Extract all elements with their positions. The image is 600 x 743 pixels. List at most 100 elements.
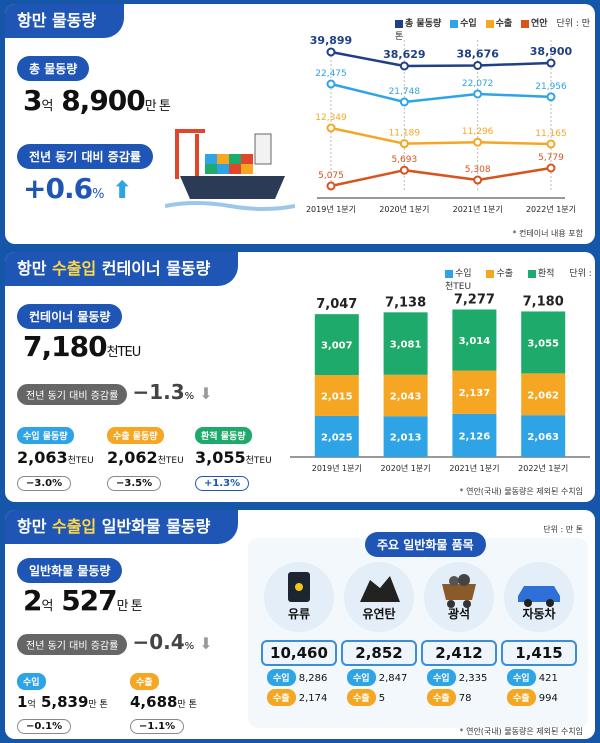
bar-value-label: 2,025: [321, 432, 353, 443]
up-arrow-icon: ⬆: [112, 176, 132, 204]
data-point: [473, 175, 483, 185]
container-panel: 항만 수출입 컨테이너 물동량 컨테이너 물동량 7,180천TEU 전년 동기…: [5, 252, 595, 502]
bar-segment: [521, 311, 566, 374]
data-point: [326, 47, 336, 57]
yoy-label: 전년 동기 대비 증감률: [17, 144, 153, 169]
data-label: 11,165: [535, 129, 567, 139]
total-volume-label: 총 물동량: [17, 56, 90, 81]
data-label: 5,693: [391, 155, 417, 165]
data-point: [399, 165, 409, 175]
data-point: [546, 92, 556, 102]
footnote: * 연안(국내) 물동량은 제외된 수치임: [459, 727, 583, 736]
data-label: 11,296: [462, 127, 494, 137]
series-line: [330, 50, 552, 68]
total-volume-value: 3억 8,900만 톤: [23, 84, 171, 117]
data-label: 11,189: [389, 129, 421, 139]
general-total-value: 2억 527만 톤: [23, 584, 143, 617]
container-total-label: 컨테이너 물동량: [17, 304, 123, 329]
general-import: 수입 1억 5,839만 톤 −0.1%: [17, 670, 127, 734]
bar-total-label: 7,180: [523, 294, 564, 309]
general-export: 수출 4,688만 톤 −1.1%: [130, 670, 240, 734]
x-tick-label: 2021년 1분기: [453, 204, 503, 214]
container-bar-chart: 2,025 2,015 3,007 7,047 2019년 1분기 2,013 2,043 3…: [290, 292, 590, 473]
data-point: [473, 60, 483, 70]
yoy-value: +0.6% ⬆: [23, 172, 132, 205]
down-arrow-icon: ⬇: [199, 634, 213, 653]
section-title: 항만 물동량: [5, 4, 125, 38]
bar-value-label: 2,013: [390, 433, 422, 444]
data-label: 5,075: [318, 171, 344, 181]
bar-total-label: 7,277: [454, 292, 495, 307]
section-title: 항만 수출입 일반화물 물동량: [5, 510, 239, 544]
ore-cart-icon: [442, 574, 476, 608]
data-point: [473, 89, 483, 99]
bar-segment: [452, 309, 497, 371]
data-label: 21,748: [389, 87, 421, 97]
data-label: 38,629: [383, 48, 425, 61]
section-title: 항만 수출입 컨테이너 물동량: [5, 252, 239, 286]
data-point: [546, 139, 556, 149]
data-label: 12,349: [315, 113, 347, 123]
data-label: 21,956: [535, 82, 567, 92]
data-point: [326, 79, 336, 89]
bar-total-label: 7,138: [385, 295, 426, 310]
data-label: 39,899: [310, 34, 352, 47]
container-ship-icon: [165, 129, 295, 211]
bar-value-label: 3,014: [459, 336, 491, 347]
bar-value-label: 2,043: [390, 391, 422, 402]
line-legend: 총 물동량 수입 수출 연안 단위 : 만 톤: [395, 19, 591, 42]
data-point: [399, 97, 409, 107]
bar-segment: [314, 415, 359, 457]
bar-segment: [314, 375, 359, 416]
bar-segment: [452, 413, 497, 457]
coal-icon: [360, 576, 400, 602]
bar-segment: [452, 370, 497, 414]
items-header: 주요 일반화물 품목: [365, 532, 486, 557]
bar-value-label: 2,062: [527, 390, 559, 401]
data-label: 5,308: [465, 165, 491, 175]
cargo-item: 유류 10,460 수입 8,286 수출 2,174: [261, 562, 337, 706]
data-label: 22,072: [462, 79, 494, 89]
footnote: * 컨테이너 내용 포함: [512, 229, 583, 238]
data-point: [326, 181, 336, 191]
bar-segment: [383, 374, 428, 417]
car-icon: [518, 586, 560, 607]
bar-segment: [383, 416, 428, 457]
bar-value-label: 3,081: [390, 340, 422, 351]
bar-legend: 수입 수출 환적 단위 : 천TEU: [445, 269, 592, 292]
data-label: 38,676: [456, 47, 499, 60]
series-line: [330, 166, 552, 188]
data-label: 22,475: [315, 69, 347, 79]
general-total-label: 일반화물 물동량: [17, 558, 123, 583]
general-cargo-panel: 항만 수출입 일반화물 물동량 단위 : 만 톤 일반화물 물동량 2억 527…: [5, 510, 595, 739]
data-point: [399, 61, 409, 71]
bar-segment: [521, 415, 566, 457]
container-total-value: 7,180천TEU: [23, 330, 141, 363]
data-point: [399, 139, 409, 149]
x-tick-label: 2019년 1분기: [306, 204, 356, 214]
x-tick-label: 2020년 1분기: [381, 463, 431, 473]
oil-drum-icon: [288, 572, 310, 602]
bar-total-label: 7,047: [316, 297, 357, 312]
bar-segment: [521, 373, 566, 416]
x-tick-label: 2022년 1분기: [526, 204, 576, 214]
data-point: [546, 163, 556, 173]
data-label: 38,900: [530, 45, 573, 58]
down-arrow-icon: ⬇: [199, 384, 213, 403]
cargo-item: 광석 2,412 수입 2,335 수출 78: [421, 562, 497, 706]
bar-value-label: 2,063: [527, 432, 559, 443]
bar-value-label: 3,007: [321, 341, 353, 352]
unit-label: 단위 : 만 톤: [543, 525, 583, 534]
bar-value-label: 3,055: [527, 338, 559, 349]
port-volume-panel: 항만 물동량 총 물동량 3억 8,900만 톤 전년 동기 대비 증감률 +0…: [5, 4, 595, 244]
general-yoy: 전년 동기 대비 증감률 −0.4% ⬇: [17, 630, 213, 655]
x-tick-label: 2022년 1분기: [518, 463, 568, 473]
series-line: [330, 82, 552, 104]
bar-segment: [383, 312, 428, 375]
data-label: 5,779: [538, 153, 564, 163]
port-volume-line-chart: 2019년 1분기 2020년 1분기 2021년 1분기 2022년 1분기 39,8…: [306, 34, 576, 214]
cargo-item: 자동차 1,415 수입 421 수출 994: [501, 562, 577, 706]
x-tick-label: 2019년 1분기: [312, 463, 362, 473]
x-tick-label: 2021년 1분기: [449, 463, 499, 473]
bar-value-label: 2,137: [459, 388, 491, 399]
